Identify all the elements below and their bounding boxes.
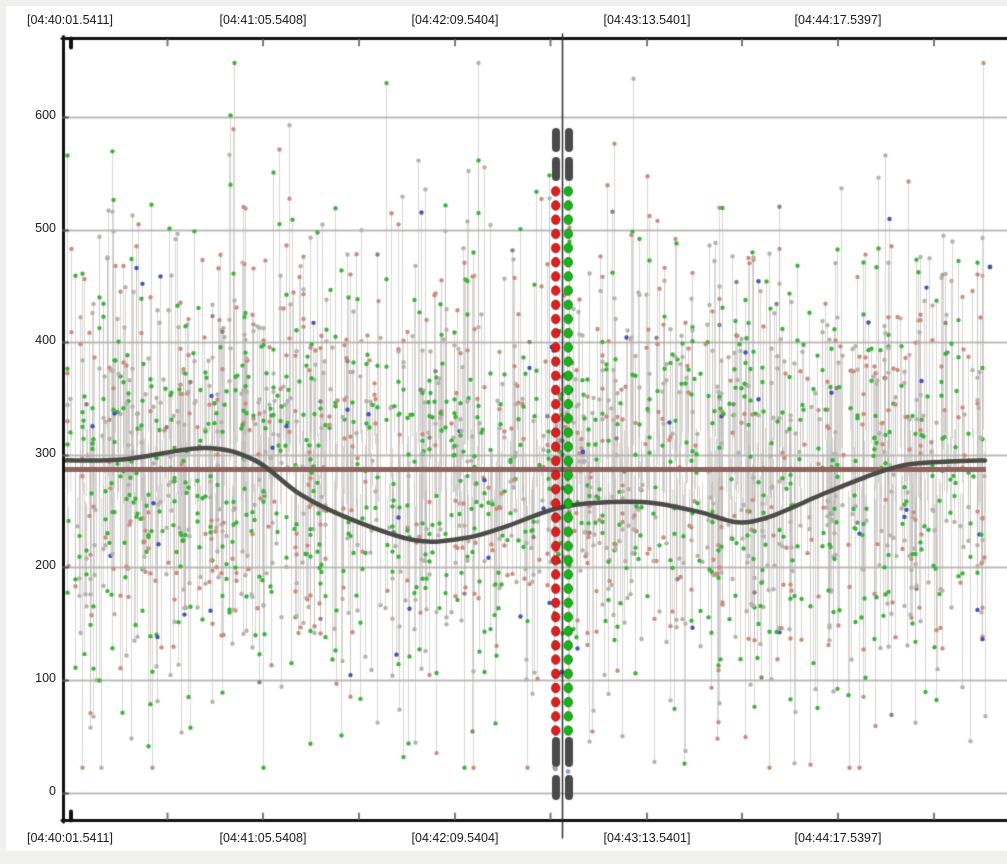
y-axis-label: 600 <box>35 108 56 122</box>
x-axis-label-top: [04:40:01.5411] <box>27 13 113 27</box>
x-axis-label-bottom: [04:42:09.5404] <box>411 831 499 845</box>
y-axis-label: 200 <box>35 558 56 572</box>
y-axis-label: 100 <box>35 671 56 685</box>
x-axis-label-bottom: [04:40:01.5411] <box>27 831 113 845</box>
x-axis-label-bottom: [04:44:17.5397] <box>794 831 882 845</box>
x-axis-label-bottom: [04:43:13.5401] <box>603 831 691 845</box>
y-axis-label: 500 <box>35 221 56 235</box>
y-axis-label: 0 <box>49 784 56 798</box>
x-axis-label-bottom: [04:41:05.5408] <box>219 831 307 845</box>
x-axis-label-top: [04:44:17.5397] <box>794 13 882 27</box>
x-axis-label-top: [04:41:05.5408] <box>219 13 307 27</box>
x-axis-label-top: [04:43:13.5401] <box>603 13 691 27</box>
x-axis-label-top: [04:42:09.5404] <box>411 13 499 27</box>
y-axis-label: 400 <box>35 333 56 347</box>
y-axis-label: 300 <box>35 446 56 460</box>
